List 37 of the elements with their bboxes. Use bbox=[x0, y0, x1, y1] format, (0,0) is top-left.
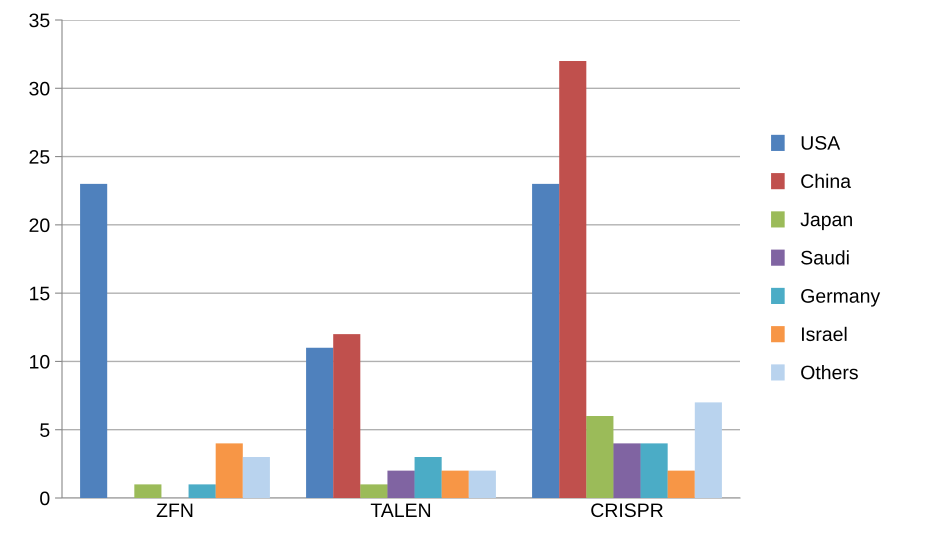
bar bbox=[668, 470, 695, 498]
bar bbox=[134, 484, 162, 498]
y-tick-label: 15 bbox=[30, 286, 50, 300]
bar bbox=[694, 402, 722, 498]
y-tick-label: 25 bbox=[30, 150, 50, 164]
bar bbox=[360, 484, 388, 498]
bar bbox=[188, 484, 216, 498]
x-tick-label: TALEN bbox=[370, 504, 430, 517]
bar bbox=[387, 470, 415, 498]
y-tick-label: 20 bbox=[30, 218, 50, 232]
y-tick-label: 10 bbox=[30, 354, 50, 369]
y-tick-label: 30 bbox=[29, 82, 50, 96]
bar bbox=[559, 60, 586, 498]
x-tick-label: CRISPR bbox=[591, 503, 663, 518]
legend-label: Japan bbox=[800, 212, 852, 230]
bar bbox=[414, 457, 442, 498]
bar bbox=[242, 457, 270, 498]
bar bbox=[333, 334, 360, 498]
legend-label: USA bbox=[802, 136, 840, 150]
bar bbox=[613, 443, 641, 498]
bar bbox=[586, 416, 614, 498]
legend-label: Germany bbox=[801, 289, 880, 307]
bar bbox=[216, 443, 243, 498]
x-tick-label: ZFN bbox=[156, 504, 192, 517]
bar bbox=[80, 184, 108, 498]
bar bbox=[306, 348, 334, 498]
legend-label: Saudi bbox=[801, 250, 849, 265]
legend-label: Israel bbox=[802, 326, 846, 342]
y-tick-label: 35 bbox=[29, 13, 50, 28]
y-tick-label: 0 bbox=[40, 491, 50, 506]
y-tick-label: 5 bbox=[40, 423, 50, 437]
legend-label: China bbox=[801, 174, 852, 188]
bar bbox=[468, 470, 496, 498]
bar bbox=[532, 184, 560, 498]
bar bbox=[640, 443, 668, 498]
bar bbox=[442, 470, 469, 498]
legend-label: Others bbox=[801, 365, 858, 380]
